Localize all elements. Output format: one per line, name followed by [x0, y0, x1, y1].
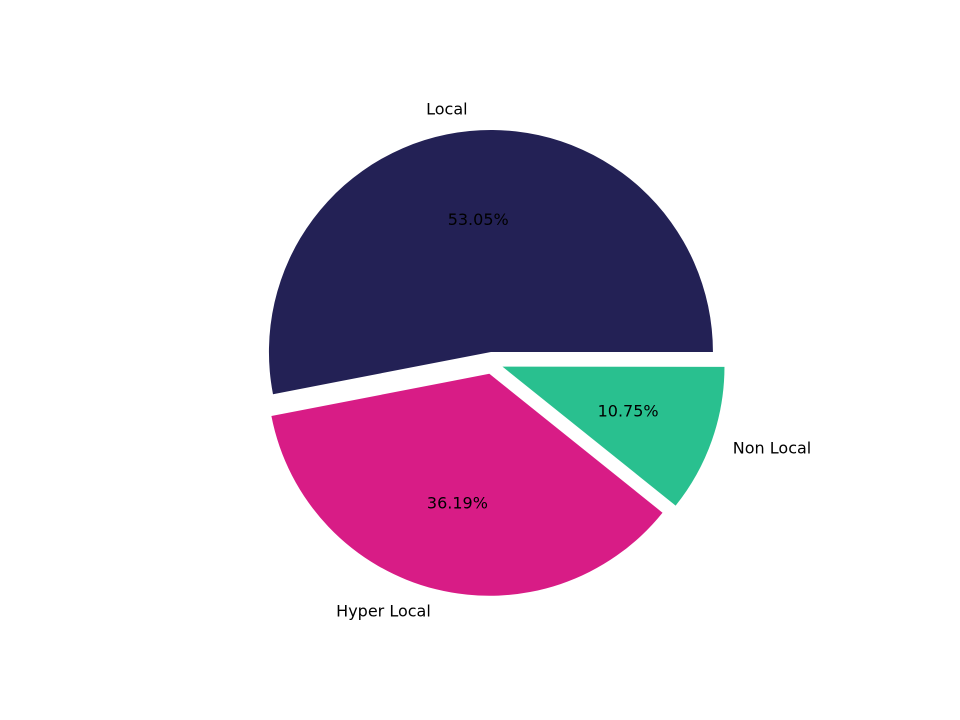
pie-label-local: Local	[426, 100, 467, 119]
pie-slice-local	[268, 129, 713, 395]
pie-label-non-local: Non Local	[733, 438, 811, 457]
pie-slice-hyper-local	[271, 373, 663, 596]
pie-pct-hyper-local: 36.19%	[427, 494, 488, 513]
pie-label-hyper-local: Hyper Local	[336, 601, 431, 620]
pie-pct-non-local: 10.75%	[598, 402, 659, 421]
pie-slice-non-local	[502, 366, 725, 506]
pie-pct-local: 53.05%	[448, 210, 509, 229]
